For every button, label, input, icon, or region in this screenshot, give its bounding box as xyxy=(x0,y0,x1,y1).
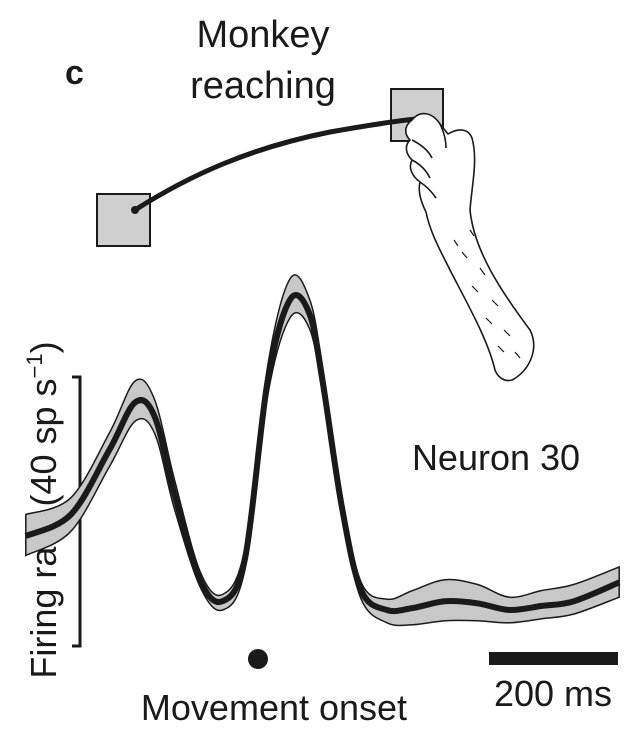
mean-firing-rate-line xyxy=(24,292,621,615)
confidence-band xyxy=(25,274,620,627)
time-scale-label: 200 ms xyxy=(494,673,612,714)
movement-onset-label: Movement onset xyxy=(141,687,407,728)
movement-onset-marker xyxy=(248,649,268,669)
reach-trajectory xyxy=(132,116,419,213)
y-axis-label-close: ) xyxy=(23,341,64,353)
start-target xyxy=(96,193,151,247)
y-axis-label-superscript: −1 xyxy=(22,353,47,378)
title-line-2: reaching xyxy=(190,65,336,107)
panel-letter: c xyxy=(65,54,84,92)
title-line-1: Monkey xyxy=(196,14,329,56)
reaching-illustration xyxy=(96,88,535,382)
trajectory-start-dot xyxy=(131,206,139,214)
firing-rate-trace xyxy=(24,274,621,627)
neuron-label: Neuron 30 xyxy=(412,437,580,478)
hand-icon xyxy=(404,112,535,382)
time-scale-bar xyxy=(489,652,618,665)
